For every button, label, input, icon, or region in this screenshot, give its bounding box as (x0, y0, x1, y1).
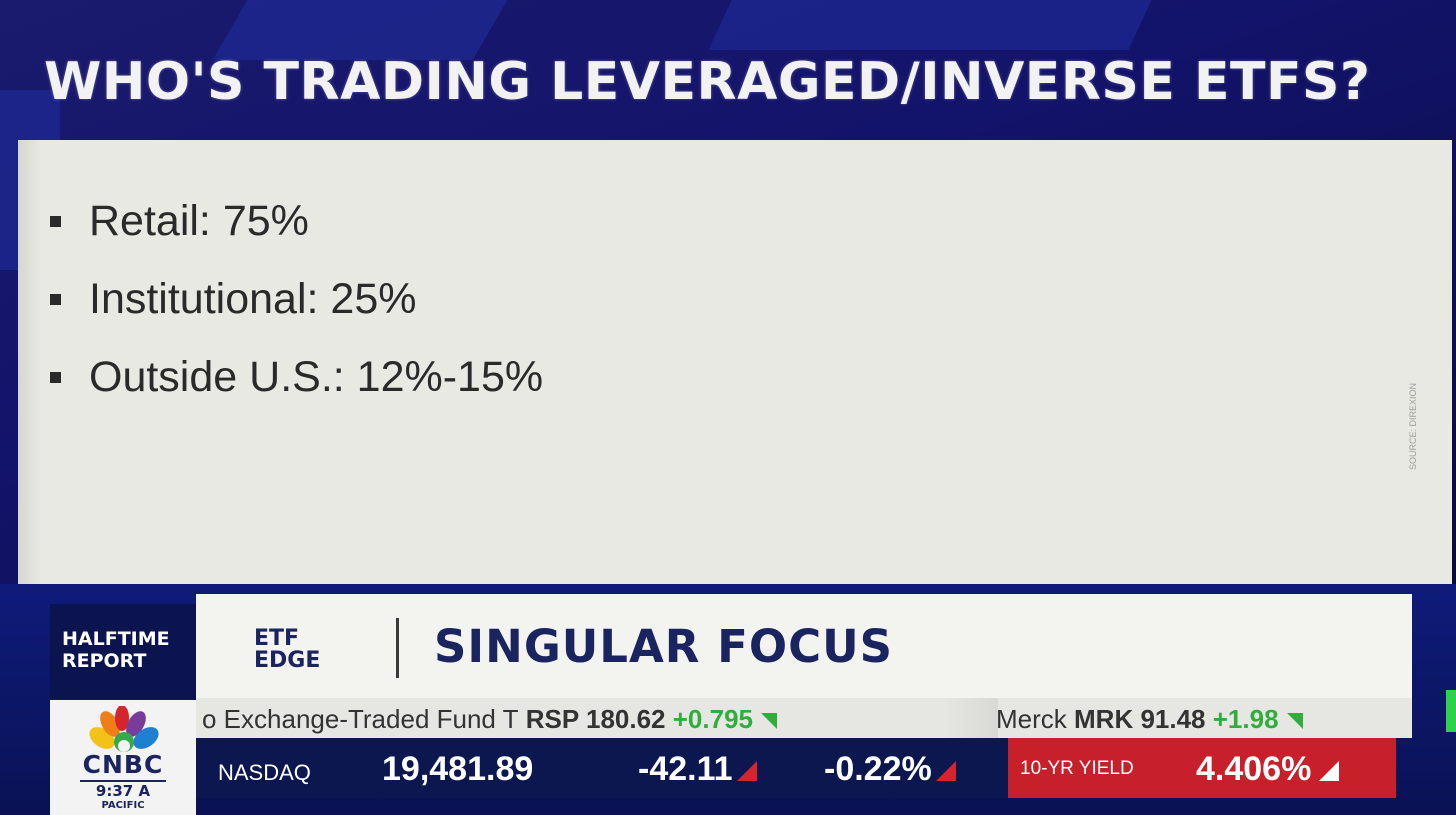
index-name: NASDAQ (218, 760, 311, 785)
index-value: 19,481.89 (382, 750, 534, 788)
triangle-down-icon (935, 761, 956, 782)
panel-shadow (18, 140, 42, 584)
clock-timezone: PACIFIC (101, 800, 145, 811)
info-panel (18, 140, 1452, 584)
stock-crawl: o Exchange-Traded Fund T RSP 180.62 +0.7… (196, 698, 1412, 738)
bullet-item: Retail: 75% (50, 182, 543, 260)
index-ticker: NASDAQ 19,481.89 -42.11 -0.22% (196, 738, 1008, 798)
crawl-change: +1.98 (1212, 704, 1279, 734)
triangle-icon (1319, 761, 1340, 782)
crawl-company: o Exchange-Traded Fund T (202, 704, 519, 734)
bullet-item: Outside U.S.: 12%-15% (50, 338, 543, 416)
bullet-square-icon (50, 215, 61, 227)
logo-rule (80, 780, 166, 782)
segment-label: ETF EDGE (254, 628, 320, 672)
segment-divider (396, 618, 399, 678)
segment-banner: ETF EDGE SINGULAR FOCUS (196, 594, 1412, 698)
source-credit: SOURCE: DIREXION (1408, 382, 1418, 470)
bullet-text: Institutional: 25% (89, 274, 417, 323)
index-change: -42.11 (638, 750, 757, 789)
network-logo: CNBC 9:37 A PACIFIC (50, 700, 196, 815)
clock-time: 9:37 A (95, 782, 151, 800)
triangle-up-icon (761, 713, 777, 730)
headline: WHO'S TRADING LEVERAGED/INVERSE ETFS? (44, 52, 1371, 112)
triangle-down-icon (736, 761, 757, 782)
crawl-change: +0.795 (672, 704, 753, 734)
bullet-text: Outside U.S.: 12%-15% (89, 352, 544, 401)
crawl-item: o Exchange-Traded Fund T RSP 180.62 +0.7… (202, 704, 777, 735)
peacock-icon (89, 706, 159, 752)
triangle-up-icon (1286, 713, 1303, 730)
yield-ticker: 10-YR YIELD 4.406% (1008, 738, 1396, 798)
crawl-quote: MRK 91.48 (1074, 704, 1206, 734)
bullet-item: Institutional: 25% (50, 260, 543, 338)
crawl-item: Merck MRK 91.48 +1.98 (996, 704, 1303, 735)
bullet-square-icon (50, 293, 61, 305)
yield-value: 4.406% (1196, 750, 1340, 789)
background-shape (708, 0, 1152, 50)
show-name-line: REPORT (62, 650, 147, 672)
index-percent-value: -0.22% (824, 750, 932, 788)
crawl-company: Merck (996, 704, 1067, 734)
segment-label-line: ETF (254, 626, 300, 651)
crawl-separator (944, 698, 998, 738)
crawl-quote: RSP 180.62 (525, 704, 666, 734)
yield-value-text: 4.406% (1196, 750, 1312, 788)
segment-title: SINGULAR FOCUS (434, 620, 894, 673)
bullet-list: Retail: 75% Institutional: 25% Outside U… (50, 182, 543, 416)
show-name: HALFTIME REPORT (50, 604, 196, 699)
bullet-text: Retail: 75% (89, 196, 309, 245)
edge-light (1446, 690, 1456, 732)
show-name-line: HALFTIME (62, 628, 170, 650)
yield-label: 10-YR YIELD (1020, 758, 1134, 779)
background-shape (212, 0, 508, 60)
index-percent: -0.22% (824, 750, 956, 789)
segment-label-line: EDGE (254, 648, 321, 673)
index-change-value: -42.11 (638, 750, 733, 788)
cnbc-wordmark: CNBC (82, 750, 164, 779)
bullet-square-icon (50, 371, 61, 383)
